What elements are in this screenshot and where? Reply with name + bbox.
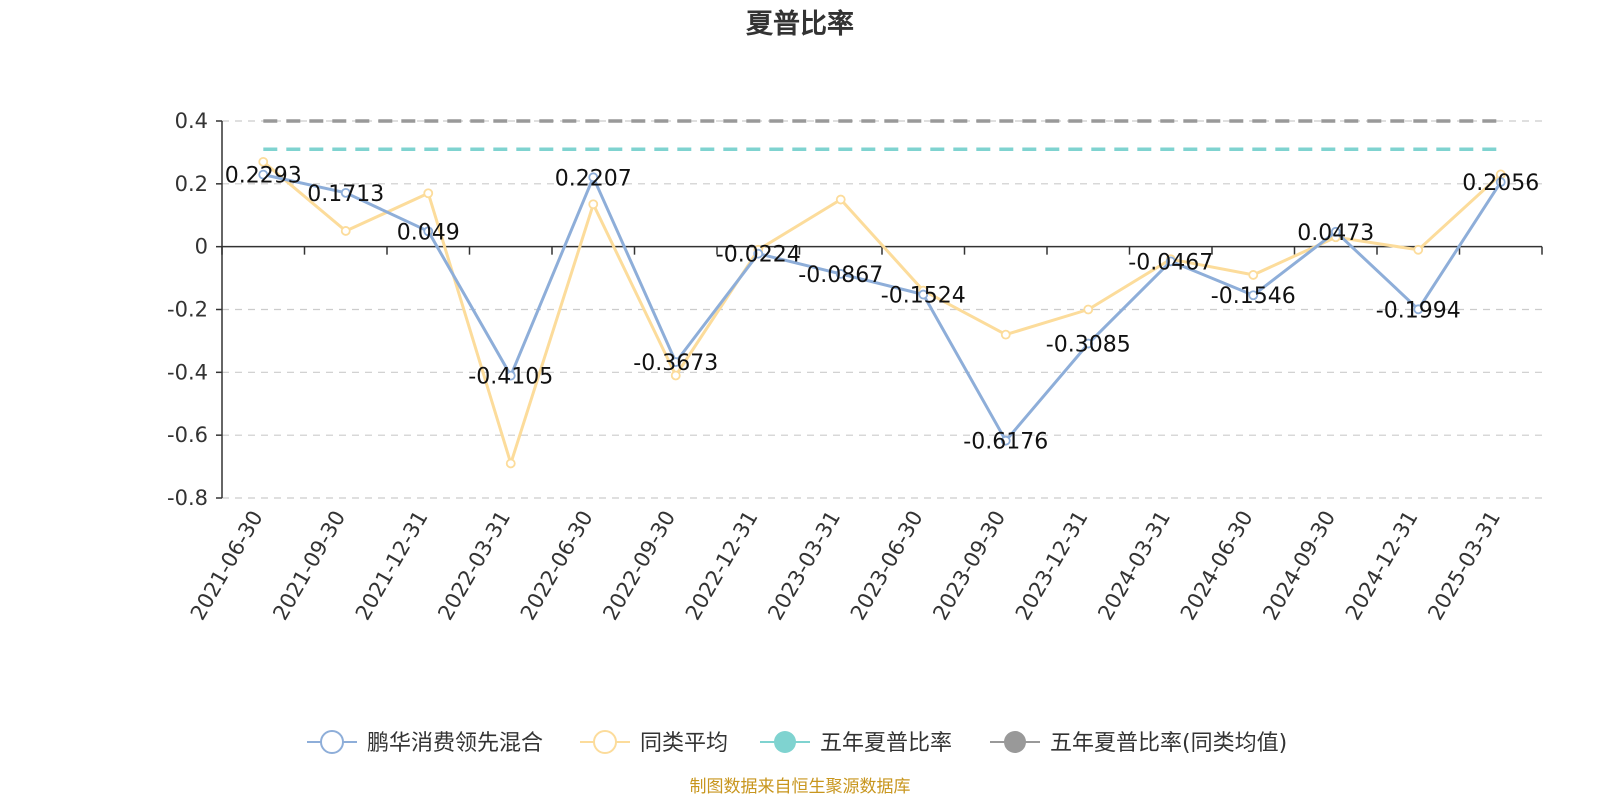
data-point [423,226,434,237]
data-point [670,357,681,367]
data-point [835,194,846,205]
data-label: -0.6176 [963,430,1048,455]
y-tick-label: -0.8 [167,486,208,510]
data-point [753,248,764,259]
x-tick-label: 2022-06-30 [516,507,598,625]
data-point [340,187,351,198]
data-point [588,172,599,183]
x-tick-label: 2022-12-31 [681,507,763,625]
data-label: -0.4105 [468,365,553,390]
series-line [262,160,1502,465]
data-point [1083,304,1094,315]
x-tick-label: 2024-06-30 [1176,507,1258,625]
y-tick-label: -0.4 [167,360,208,384]
data-label: -0.1524 [881,284,966,309]
legend[interactable]: 鹏华消费领先混合 同类平均 五年夏普比率 五年夏普比率(同类均值) [307,730,1287,756]
data-label: -0.0224 [716,243,801,268]
x-tick-label: 2025-03-31 [1423,507,1505,625]
data-point [1165,256,1176,267]
series-layer [258,119,1506,469]
series-line [262,173,1503,443]
data-point [918,289,929,300]
data-point [1495,177,1506,187]
data-point [1413,304,1424,315]
grid [222,120,1542,499]
source-note: 制图数据来自恒生聚源数据库 [690,777,911,797]
legend-label: 五年夏普比率 [820,731,952,756]
data-point [505,458,516,469]
data-label: 0.2056 [1462,171,1539,196]
data-label: -0.3673 [633,351,718,376]
legend-marker [320,730,344,754]
data-point [1000,435,1011,446]
data-point [1248,270,1259,280]
legend-label: 鹏华消费领先混合 [367,731,543,756]
data-label: -0.0867 [798,263,883,288]
data-label: 0.2207 [555,166,632,191]
data-point [670,370,681,381]
data-point [1000,329,1011,340]
data-point [505,370,516,381]
x-tick-label: 2021-06-30 [186,507,268,625]
y-tick-label: 0.4 [175,109,208,133]
legend-marker [593,730,617,754]
y-tick-label: 0.2 [175,172,208,196]
data-label: 0.2293 [225,164,302,189]
data-point [1330,226,1341,237]
data-label: -0.1994 [1376,298,1461,323]
series-1 [258,156,1506,469]
data-label: 0.0473 [1297,221,1374,246]
x-tick-label: 2022-03-31 [433,507,515,625]
legend-item-0[interactable]: 鹏华消费领先混合 [307,730,543,756]
data-point [1248,290,1259,301]
x-tick-label: 2021-09-30 [268,507,350,625]
data-point [835,269,846,279]
data-point [258,156,269,167]
data-point [1083,338,1094,349]
legend-marker [774,731,796,753]
data-label: 0.049 [397,220,460,245]
legend-item-1[interactable]: 同类平均 [580,730,728,756]
legend-item-2[interactable]: 五年夏普比率 [760,731,952,756]
x-tick-label: 2023-06-30 [846,507,928,625]
legend-item-3[interactable]: 五年夏普比率(同类均值) [990,731,1287,756]
x-tick-label: 2024-12-31 [1341,507,1423,625]
y-tick-label: 0 [195,235,208,259]
data-label: 0.1713 [307,182,384,207]
data-point [258,169,269,180]
x-tick-label: 2021-12-31 [351,507,433,625]
legend-label: 同类平均 [640,731,728,756]
y-tick-label: -0.2 [167,298,208,322]
x-tick-label: 2024-09-30 [1258,507,1340,625]
legend-label: 五年夏普比率(同类均值) [1050,731,1287,756]
x-tick-label: 2023-03-31 [763,507,845,625]
series-0 [258,169,1506,446]
x-tick-label: 2023-12-31 [1011,507,1093,625]
data-point [588,199,599,210]
data-point [423,188,434,199]
x-tick-label: 2024-03-31 [1093,507,1175,625]
chart-title: 夏普比率 [746,8,854,40]
x-tick-label: 2023-09-30 [928,507,1010,625]
y-tick-label: -0.6 [167,423,208,447]
data-label: -0.0467 [1128,250,1213,275]
legend-marker [1004,731,1026,753]
x-tick-label: 2022-09-30 [598,507,680,625]
data-point [1413,244,1424,255]
data-point [340,226,351,236]
data-label: -0.1546 [1211,284,1296,309]
data-label: -0.3085 [1046,333,1131,358]
